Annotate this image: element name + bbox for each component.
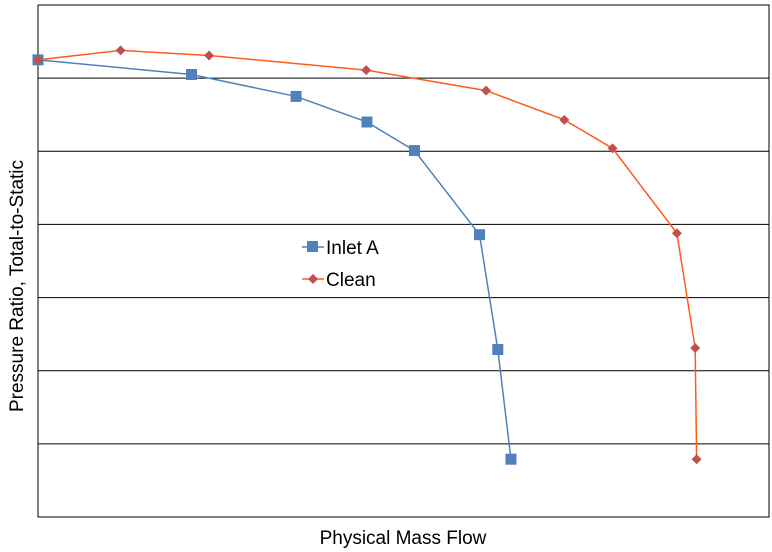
data-point-clean-2 bbox=[204, 50, 215, 61]
legend-label-clean: Clean bbox=[326, 270, 376, 291]
series-line-inlet-a bbox=[37, 59, 512, 460]
plot-area bbox=[37, 4, 770, 518]
data-point-inlet-a-6 bbox=[492, 344, 504, 356]
data-point-inlet-a-7 bbox=[505, 453, 517, 465]
data-point-clean-5 bbox=[559, 114, 570, 125]
y-axis-label: Pressure Ratio, Total-to-Static bbox=[7, 160, 28, 412]
data-point-inlet-a-5 bbox=[474, 229, 486, 241]
data-point-clean-6 bbox=[607, 143, 618, 154]
data-point-clean-8 bbox=[690, 343, 701, 354]
data-point-clean-1 bbox=[115, 45, 126, 56]
data-point-inlet-a-1 bbox=[186, 68, 198, 80]
gridlines bbox=[38, 77, 769, 445]
legend-marker-clean bbox=[308, 274, 318, 284]
data-point-clean-3 bbox=[361, 65, 372, 76]
legend-label-inlet-a: Inlet A bbox=[326, 238, 379, 259]
data-point-clean-0 bbox=[33, 54, 43, 65]
data-point-clean-7 bbox=[671, 228, 682, 239]
data-point-inlet-a-4 bbox=[408, 145, 420, 157]
legend: Inlet A Clean bbox=[302, 238, 379, 291]
data-point-clean-9 bbox=[691, 454, 702, 465]
data-point-clean-4 bbox=[481, 85, 492, 96]
x-axis-label: Physical Mass Flow bbox=[320, 528, 487, 549]
legend-entry-clean: Clean bbox=[302, 270, 376, 291]
series-line-clean bbox=[37, 49, 698, 460]
legend-entry-inlet-a: Inlet A bbox=[302, 238, 379, 259]
data-point-inlet-a-3 bbox=[361, 116, 373, 128]
series-layer bbox=[32, 45, 702, 465]
legend-marker-inlet-a bbox=[307, 241, 318, 252]
data-point-inlet-a-2 bbox=[290, 90, 302, 102]
